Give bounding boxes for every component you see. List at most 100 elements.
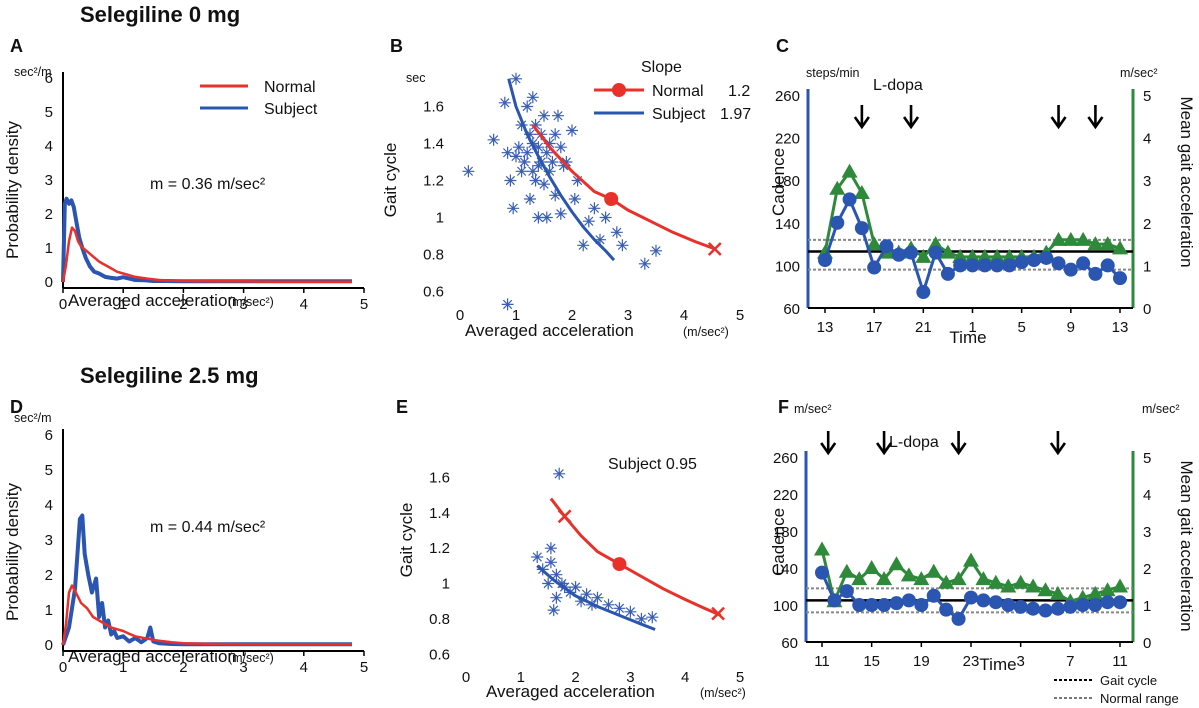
scatter-point — [542, 577, 555, 590]
y-unit: sec²/m — [14, 65, 52, 79]
legend: Slope Normal 1.2 Subject 1.97 — [594, 59, 751, 123]
ldopa-label: L-dopa — [889, 434, 939, 451]
scatter-point — [560, 156, 573, 168]
scatter-point — [524, 193, 536, 205]
cadence-marker — [951, 611, 966, 626]
scatter-point — [512, 141, 525, 154]
scatter-point — [515, 119, 528, 131]
cadence-marker — [1050, 601, 1065, 616]
scatter-point — [553, 467, 566, 480]
acceleration-marker — [964, 248, 981, 263]
cadence-marker — [1088, 266, 1103, 281]
cadence-marker — [827, 593, 842, 608]
x-tick-label: 9 — [1067, 319, 1075, 336]
left-axis-title: Cadence — [769, 508, 788, 576]
x-axis-title: Averaged acceleration — [68, 647, 237, 666]
acceleration-marker — [1000, 578, 1017, 593]
scatter-point — [543, 137, 556, 150]
panel-e: E Gait cycle Averaged acceleration (m/se… — [396, 397, 746, 701]
left-tick-label: 100 — [775, 258, 800, 275]
cadence-marker — [1002, 258, 1017, 273]
right-tick-label: 1 — [1143, 598, 1151, 615]
y-tick-label: 0.8 — [423, 247, 444, 264]
acceleration-marker — [1037, 582, 1054, 597]
y-unit: sec²/m — [14, 411, 52, 425]
scatter-point — [538, 109, 550, 122]
x-tick-label: 4 — [300, 296, 308, 313]
acceleration-marker — [952, 248, 969, 263]
cadence-marker — [1076, 256, 1091, 271]
scatter-point — [588, 202, 601, 215]
x-tick-label: 15 — [863, 653, 880, 670]
legend: Gait cycle Normal range — [1054, 673, 1179, 706]
acceleration-marker — [838, 563, 855, 578]
scatter-point — [580, 588, 593, 601]
cadence-marker — [990, 258, 1005, 273]
right-axis-title: Mean gait acceleration — [1177, 96, 1196, 267]
series-line-subject — [61, 196, 352, 284]
y-tick-label: 0.6 — [423, 284, 444, 301]
x-tick-label: 5 — [360, 296, 368, 313]
right-unit: m/sec² — [1120, 66, 1158, 80]
cadence-marker — [928, 245, 943, 260]
left-unit: steps/min — [806, 66, 860, 80]
cadence-marker — [1051, 256, 1066, 271]
panel-f: F m/sec² m/sec² Cadence Mean gait accele… — [769, 397, 1196, 706]
right-tick-label: 3 — [1143, 524, 1151, 541]
x-tick-label: 1 — [512, 307, 520, 324]
fit-marker-x — [711, 606, 725, 621]
cadence-marker — [988, 595, 1003, 610]
x-tick-label: 3 — [624, 307, 632, 324]
scatter-point — [591, 591, 604, 604]
acceleration-marker — [989, 248, 1006, 263]
acceleration-marker — [1025, 578, 1042, 593]
cadence-marker — [965, 258, 980, 273]
row-title-bottom: Selegiline 2.5 mg — [80, 363, 259, 388]
scatter-point — [594, 233, 606, 246]
right-tick-label: 1 — [1143, 258, 1151, 275]
legend-subject-label: Subject — [652, 106, 706, 123]
y-tick-label: 2 — [45, 206, 53, 223]
cadence-marker — [852, 598, 867, 612]
panel-letter: C — [776, 36, 789, 56]
x-tick-label: 19 — [913, 653, 930, 670]
legend-normal-label: Normal — [264, 79, 316, 96]
y-tick-label: 6 — [45, 70, 53, 87]
cadence-marker — [1063, 599, 1078, 614]
left-tick-label: 100 — [773, 598, 798, 615]
x-tick-label: 1 — [517, 669, 525, 686]
scatter-point — [543, 165, 556, 178]
acceleration-marker — [915, 248, 932, 263]
scatter-point — [462, 165, 475, 178]
left-tick-label: 220 — [773, 487, 798, 504]
x-tick-label: 0 — [59, 296, 67, 313]
scatter-point — [501, 298, 514, 311]
acceleration-marker — [1087, 585, 1104, 600]
panel-c: C steps/min m/sec² Cadence Mean gait acc… — [769, 36, 1196, 347]
x-tick-label: 3 — [239, 296, 247, 313]
scatter-point — [544, 542, 557, 555]
right-unit: m/sec² — [1142, 402, 1180, 416]
x-tick-label: 1 — [119, 659, 127, 676]
y-tick-label: 6 — [45, 427, 53, 444]
scatter-point — [599, 211, 612, 224]
acceleration-marker — [814, 541, 830, 556]
acceleration-marker — [938, 574, 955, 589]
x-tick-label: 13 — [817, 319, 834, 336]
cadence-marker — [1026, 253, 1041, 268]
y-axis-title: Probability density — [3, 121, 22, 259]
acceleration-marker — [927, 236, 944, 251]
fit-marker-dot — [604, 192, 619, 206]
series-line-normal — [61, 584, 352, 646]
x-axis-title: Averaged acceleration — [465, 321, 634, 340]
acceleration-marker — [950, 571, 967, 586]
scatter-point — [515, 165, 528, 178]
cadence-marker — [1014, 255, 1029, 270]
left-tick-label: 180 — [773, 524, 798, 541]
scatter-point — [575, 595, 588, 608]
x-tick-label: 21 — [915, 319, 932, 336]
cadence-marker — [976, 593, 991, 608]
scatter-point — [544, 556, 557, 569]
legend-subject-value: 1.97 — [720, 106, 751, 123]
